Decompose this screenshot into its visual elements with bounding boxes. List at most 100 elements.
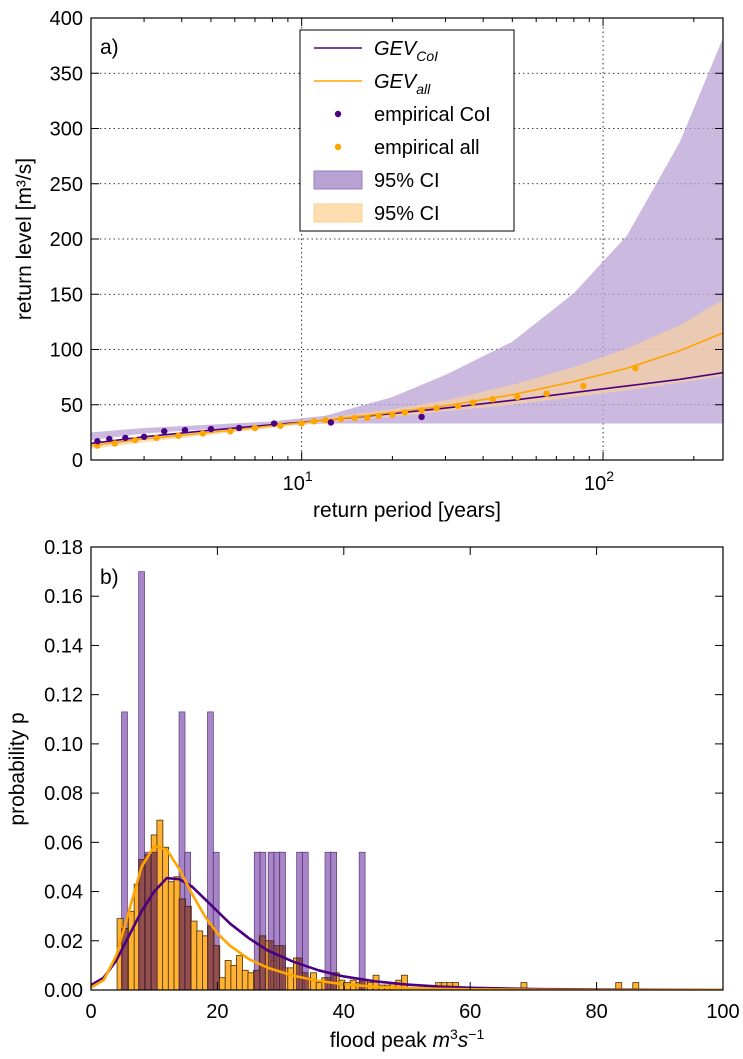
y-tick-label: 0.04 [44, 882, 83, 904]
legend-label: empirical all [374, 137, 480, 159]
y-tick-label: 0.00 [44, 980, 83, 1002]
overlap-bar [178, 898, 186, 990]
panel-label: b) [100, 566, 119, 589]
legend: GEVCoI GEVall empirical CoI empirical all 95… [299, 29, 515, 232]
overlap-bar [267, 940, 275, 990]
coi-bar [330, 851, 337, 990]
all-bar [241, 969, 249, 990]
x-tick-label: 0 [85, 1001, 96, 1023]
y-axis-label: return level [m³/s] [13, 158, 36, 320]
legend-band-key [313, 203, 363, 223]
legend-label: GEVall [374, 71, 431, 97]
ci-band [91, 299, 723, 449]
y-tick-label: 0.12 [44, 685, 83, 707]
legend-label: GEVCoI [374, 38, 438, 64]
x-tick-label: 60 [459, 1001, 481, 1023]
x-axis-label: return period [years] [313, 499, 501, 522]
x-tick-label: 40 [333, 1001, 355, 1023]
overlap-bar [259, 935, 267, 990]
axis-ticks: 0 50 100 150 200 250 300 350 400 101 102 [50, 8, 723, 495]
overlap-bar [253, 970, 261, 990]
empirical-point [433, 404, 440, 412]
legend-label: 95% CI [374, 203, 440, 225]
empirical-point [175, 432, 182, 439]
empirical-point [270, 420, 278, 427]
empirical-point [469, 399, 477, 406]
coi-bar [358, 851, 366, 990]
y-tick-label: 50 [61, 395, 83, 417]
empirical-point [122, 434, 129, 442]
density-curves [91, 844, 723, 990]
empirical-point [131, 436, 139, 444]
coi-bar [259, 851, 267, 990]
empirical-point [401, 409, 409, 416]
empirical-point [111, 440, 119, 447]
coi-bar [301, 851, 309, 990]
empirical-point [632, 365, 639, 372]
empirical-point [389, 411, 396, 418]
all-bar [287, 967, 295, 990]
y-tick-label: 300 [50, 119, 83, 141]
empirical-point [161, 428, 168, 435]
coi-bar [212, 851, 220, 990]
overlap-bar [150, 851, 158, 990]
empirical-point [207, 425, 215, 433]
overlap-bar [184, 906, 191, 990]
y-axis-label: probability p [6, 712, 29, 825]
overlap-bar [301, 972, 309, 990]
density-curve [91, 844, 723, 990]
all-bar [315, 982, 323, 990]
coi-bar [279, 851, 286, 990]
y-tick-label: 0.16 [44, 586, 83, 608]
legend-label: 95% CI [374, 170, 440, 192]
all-bar [219, 977, 226, 990]
empirical-point [543, 390, 550, 397]
all-bar [162, 846, 169, 990]
y-tick-label: 0 [72, 450, 83, 472]
y-tick-label: 150 [50, 284, 83, 306]
all-bar [190, 920, 198, 990]
x-tick-label: 102 [584, 468, 614, 495]
ci-band [91, 37, 723, 441]
empirical-point [94, 438, 101, 445]
all-bar [230, 964, 238, 990]
all-bar [128, 910, 135, 990]
y-tick-label: 0.08 [44, 783, 83, 805]
empirical-point [351, 414, 358, 422]
empirical-point [580, 382, 587, 390]
empirical-point [251, 424, 259, 432]
empirical-point [327, 419, 335, 426]
empirical-point [227, 428, 234, 435]
overlap-bar [212, 945, 220, 990]
empirical-point [375, 412, 382, 419]
x-tick-label: 20 [206, 1001, 228, 1023]
x-tick-label: 100 [706, 1001, 739, 1023]
x-tick-label: 80 [585, 1001, 607, 1023]
legend-band-key [313, 170, 363, 190]
empirical-point [322, 417, 329, 424]
x-tick-label: 101 [283, 468, 313, 495]
plot-frame [90, 546, 724, 991]
y-tick-label: 350 [50, 63, 83, 85]
empirical-point [418, 407, 425, 414]
y-tick-label: 400 [50, 8, 83, 30]
confidence-bands [91, 37, 723, 449]
y-tick-label: 0.06 [44, 832, 83, 854]
empirical-point [94, 442, 101, 449]
y-tick-label: 0.18 [44, 537, 83, 559]
all-bar [156, 819, 164, 990]
histogram-panel: 0.00 0.02 0.04 0.06 0.08 0.10 0.12 0.14 0.16 0.18… [6, 537, 740, 1052]
legend-label: empirical CoI [374, 104, 491, 126]
axis-ticks: 0.00 0.02 0.04 0.06 0.08 0.10 0.12 0.14 0.16 0.18… [44, 537, 740, 1023]
all-bar [247, 972, 255, 990]
coi-bar [178, 711, 186, 990]
empirical-point [418, 413, 425, 421]
empirical-point [199, 430, 207, 437]
empirical-point [181, 426, 189, 434]
all-bar [236, 955, 243, 990]
empirical-point [140, 433, 148, 440]
y-tick-label: 100 [50, 340, 83, 362]
overlap-bar [144, 854, 152, 990]
empirical-point [235, 424, 243, 432]
